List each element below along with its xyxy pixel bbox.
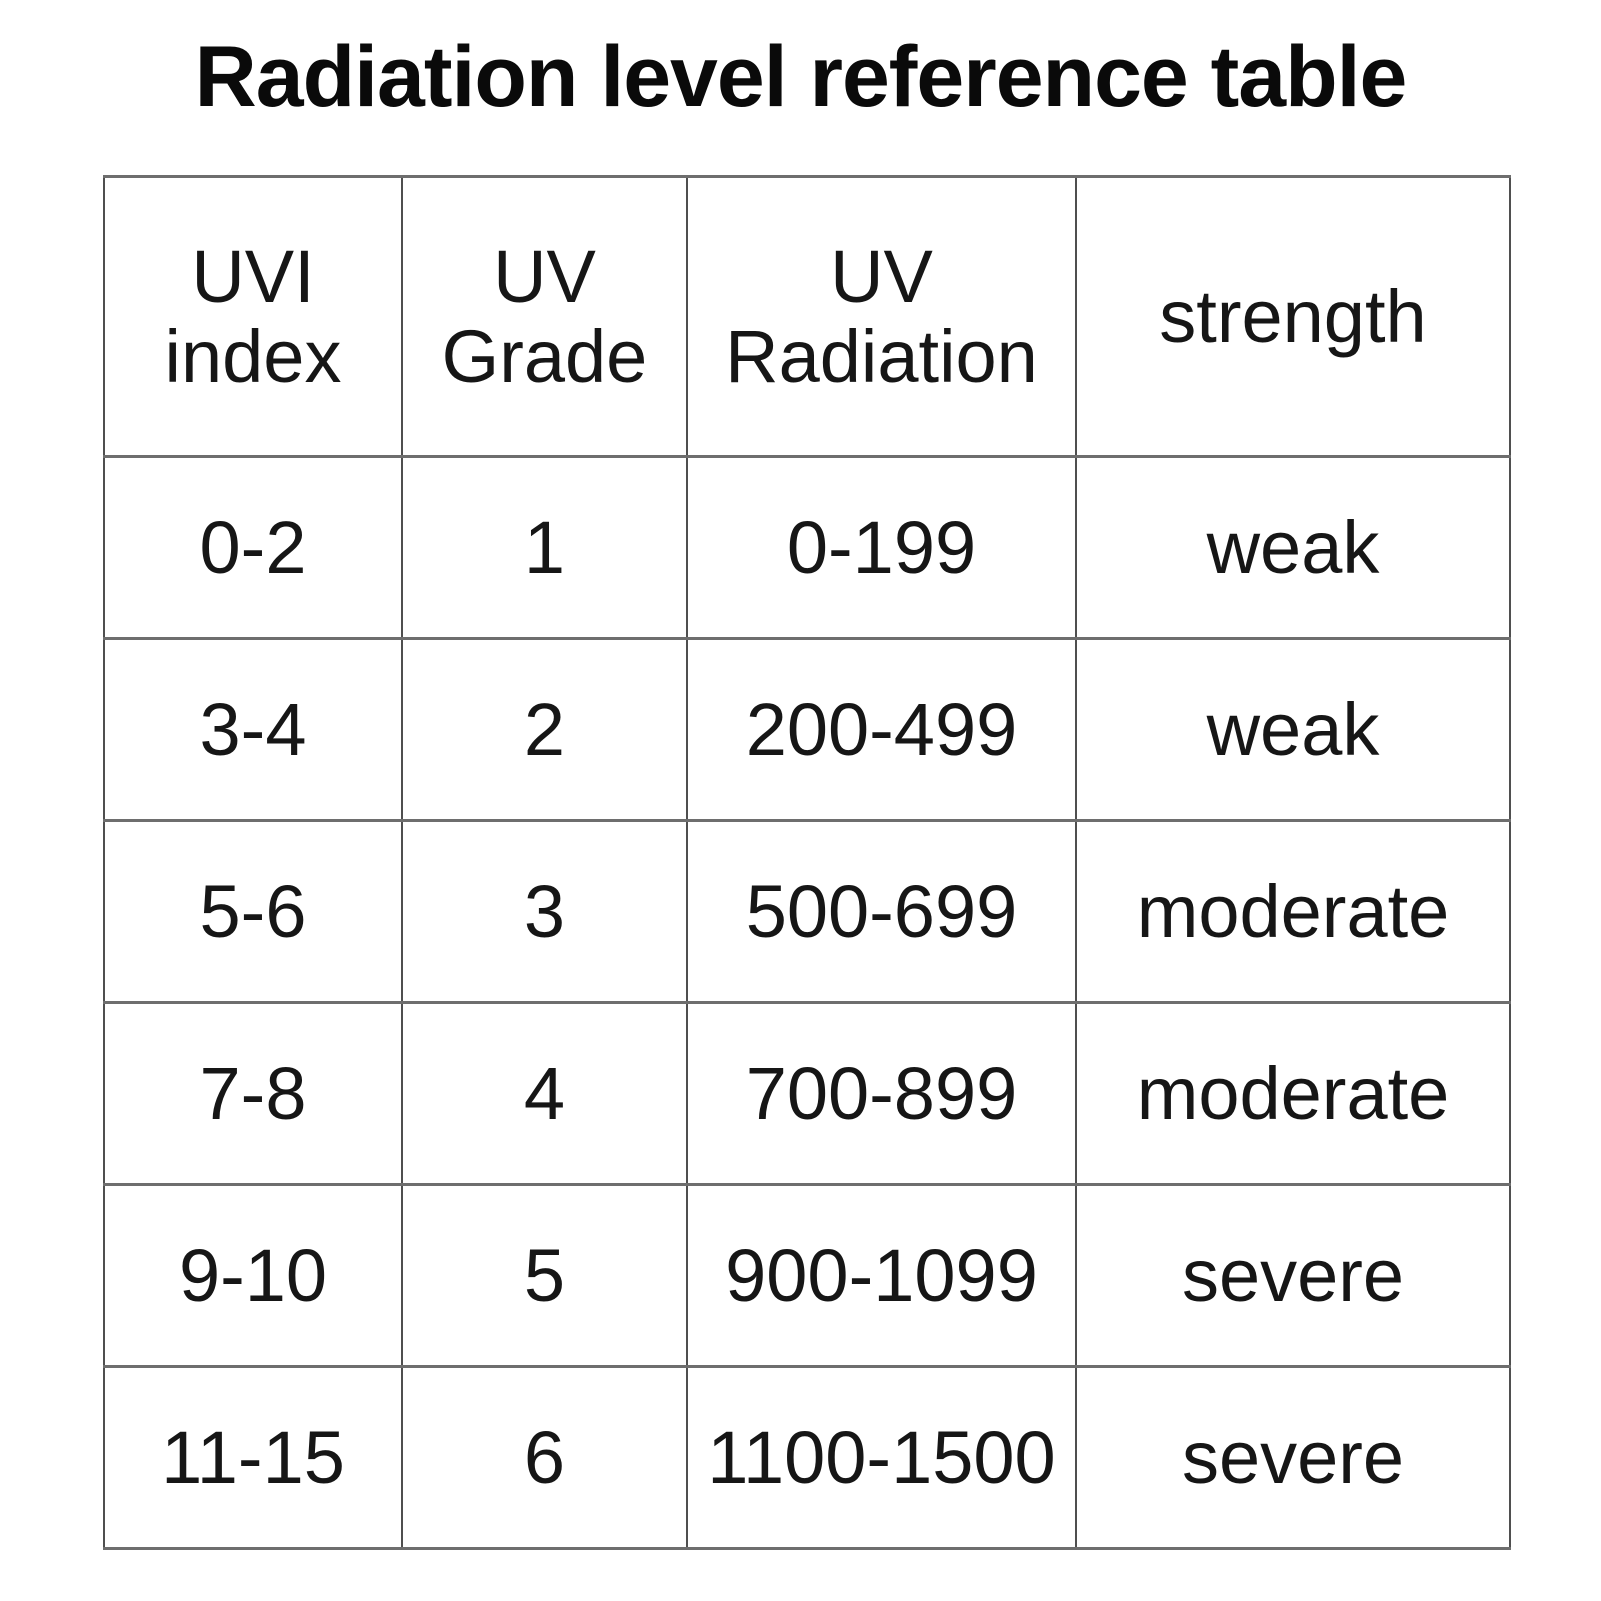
cell-uvi-index: 11-15	[103, 1365, 403, 1550]
header-cell-strength: strength	[1075, 175, 1511, 458]
radiation-reference-table: UVI index UV Grade UV Radiation strength…	[103, 175, 1511, 1550]
cell-strength: severe	[1075, 1183, 1511, 1368]
table-row: 11-15 6 1100-1500 severe	[103, 1365, 1511, 1550]
cell-uvi-index: 3-4	[103, 637, 403, 822]
header-line: index	[164, 314, 342, 398]
cell-uv-grade: 5	[401, 1183, 688, 1368]
header-cell-uvi-index: UVI index	[103, 175, 403, 458]
cell-strength: moderate	[1075, 819, 1511, 1004]
table-row: 5-6 3 500-699 moderate	[103, 819, 1511, 1004]
header-line: UV	[493, 234, 596, 318]
table-row: 9-10 5 900-1099 severe	[103, 1183, 1511, 1368]
header-cell-uv-grade: UV Grade	[401, 175, 688, 458]
cell-uv-radiation: 900-1099	[686, 1183, 1077, 1368]
cell-strength: weak	[1075, 455, 1511, 640]
cell-strength: weak	[1075, 637, 1511, 822]
cell-uv-grade: 4	[401, 1001, 688, 1186]
cell-uvi-index: 0-2	[103, 455, 403, 640]
cell-strength: severe	[1075, 1365, 1511, 1550]
header-line: UV	[830, 234, 933, 318]
cell-uv-radiation: 0-199	[686, 455, 1077, 640]
header-line: UVI	[191, 234, 315, 318]
table-row: 7-8 4 700-899 moderate	[103, 1001, 1511, 1186]
cell-uvi-index: 7-8	[103, 1001, 403, 1186]
cell-uv-radiation: 1100-1500	[686, 1365, 1077, 1550]
header-row: UVI index UV Grade UV Radiation strength	[103, 175, 1511, 458]
cell-uv-grade: 1	[401, 455, 688, 640]
table-row: 0-2 1 0-199 weak	[103, 455, 1511, 640]
cell-uv-grade: 2	[401, 637, 688, 822]
header-cell-uv-radiation: UV Radiation	[686, 175, 1077, 458]
cell-strength: moderate	[1075, 1001, 1511, 1186]
table-row: 3-4 2 200-499 weak	[103, 637, 1511, 822]
header-line: Grade	[441, 314, 648, 398]
cell-uv-grade: 3	[401, 819, 688, 1004]
header-line: strength	[1159, 274, 1427, 358]
page-title: Radiation level reference table	[194, 29, 1408, 125]
header-line: Radiation	[725, 314, 1038, 398]
cell-uv-grade: 6	[401, 1365, 688, 1550]
cell-uv-radiation: 500-699	[686, 819, 1077, 1004]
cell-uv-radiation: 700-899	[686, 1001, 1077, 1186]
cell-uvi-index: 5-6	[103, 819, 403, 1004]
cell-uvi-index: 9-10	[103, 1183, 403, 1368]
cell-uv-radiation: 200-499	[686, 637, 1077, 822]
